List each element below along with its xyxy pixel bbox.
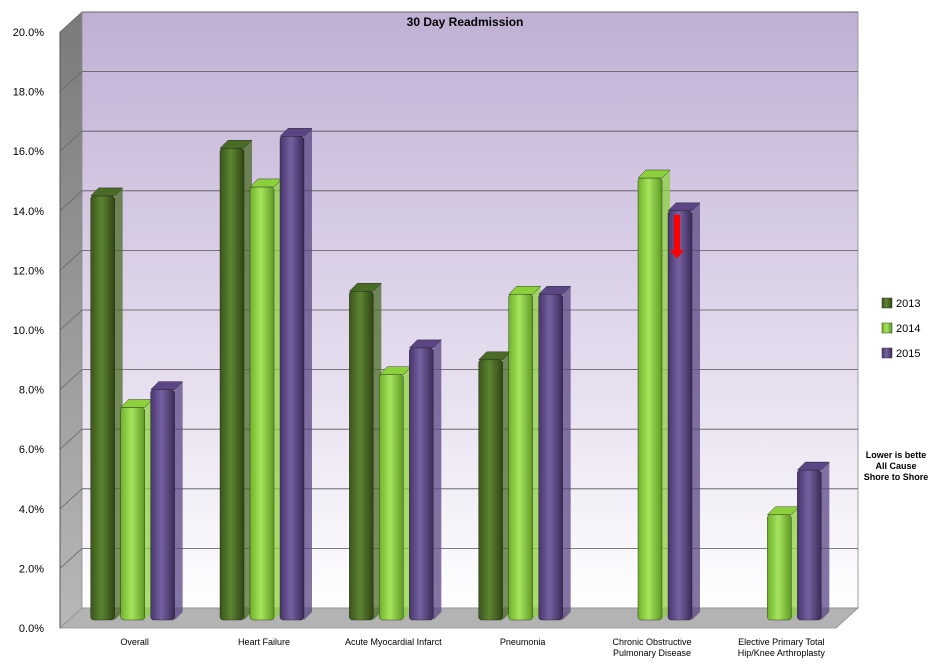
gridline-side [59,250,83,271]
gridline-side [59,11,83,33]
bar [409,347,434,621]
gridlines [59,11,858,569]
x-tick-label: Overall [120,637,149,647]
bar-top [279,128,313,137]
gridline-side [59,309,83,331]
y-tick-label: 0.0% [19,623,44,635]
bar [249,186,275,621]
bar [538,294,563,621]
bar-top [508,286,542,295]
bar [767,514,792,621]
arrow-head [670,249,684,259]
arrow-shaft [674,214,680,251]
gridline-side [59,130,83,152]
gridline-side [59,71,83,92]
bar [150,389,175,621]
bar-top [348,283,382,292]
x-tick-label: Heart Failure [238,637,290,647]
bar-top [219,140,253,149]
gridline-side [59,548,83,569]
x-tick-label: Pneumonia [500,637,546,647]
gridline-side [59,488,83,510]
legend-label: 2013 [896,298,920,310]
note-text: Lower is bette [866,450,927,460]
bar-side [692,202,700,621]
bar [349,291,374,621]
bars [90,128,830,621]
x-tick-label: Hip/Knee Arthroplasty [738,648,826,658]
gridline-side [59,369,83,390]
y-tick-label: 16.0% [13,146,44,158]
x-tick-label: Pulmonary Disease [613,648,691,658]
bar-top [150,381,184,390]
bar [120,407,145,621]
bar-top [637,169,671,179]
bar [478,359,503,621]
legend-label: 2014 [896,323,920,335]
bar [279,136,305,621]
bar-top [667,202,701,212]
y-tick-label: 18.0% [13,87,44,99]
gridline-side [59,190,83,212]
bar [797,469,822,621]
red-down-arrow [670,214,684,259]
bar-side [821,462,830,620]
note-text: Shore to Shore [864,472,929,482]
x-tick-label: Elective Primary Total [738,637,824,647]
y-tick-label: 4.0% [19,504,44,516]
bar [90,195,115,621]
y-tick-label: 12.0% [13,265,44,277]
chart-title: 30 Day Readmission [407,15,524,29]
legend-swatch [881,322,893,334]
x-tick-label: Acute Myocardial Infarct [345,637,442,647]
legend-label: 2015 [896,348,920,360]
note-text: All Cause [875,461,916,471]
bar-top [796,461,830,471]
y-tick-label: 8.0% [19,385,44,397]
bar [219,148,245,621]
bar [637,177,663,621]
bar-top [90,187,124,197]
bar-side [433,339,442,620]
y-tick-label: 6.0% [19,444,44,456]
bar-top [408,339,442,349]
bar-top [538,286,572,295]
y-tick-label: 10.0% [13,325,44,337]
bar-side [304,128,312,621]
legend-swatch [881,347,893,359]
bar [508,294,533,621]
gridline-side [59,428,83,450]
bar [667,210,693,621]
bar-side [562,286,571,620]
legend: 2013 2014 2015 [881,297,920,360]
bar-side [174,381,183,620]
y-tick-label: 14.0% [13,206,44,218]
legend-swatch [881,297,893,309]
y-tick-label: 20.0% [13,27,44,39]
axes: 0.0% 2.0% 4.0% 6.0% 8.0% 10.0% 12.0% 14.0% 16.0%… [13,27,826,658]
x-tick-label: Chronic Obstructive [612,637,691,647]
y-tick-label: 2.0% [19,563,44,575]
bar [379,374,404,621]
